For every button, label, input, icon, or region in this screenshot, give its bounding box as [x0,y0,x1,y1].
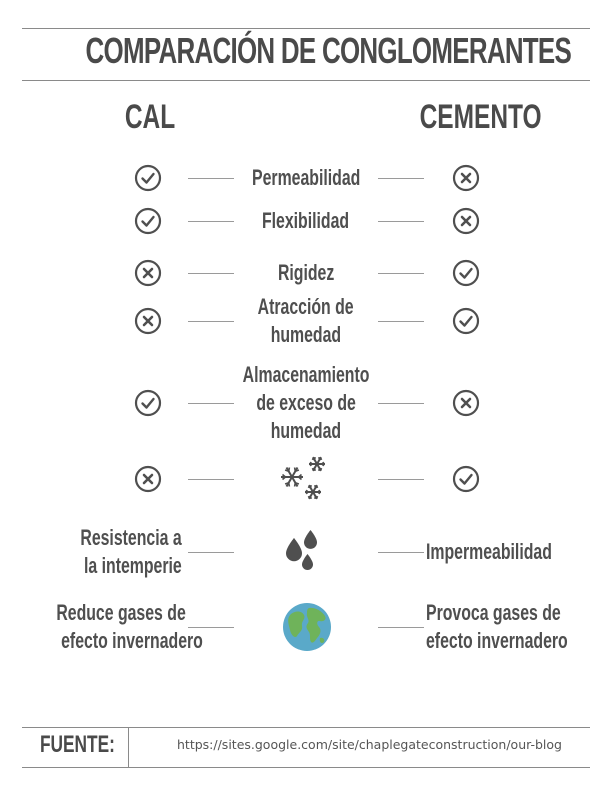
check-circle-icon [134,207,162,235]
connector-line [188,403,234,404]
criterion-label-line: Flexibilidad [262,208,350,233]
footer-bottom-rule [22,767,590,768]
footer-divider [128,727,129,767]
connector-line [188,479,234,480]
connector-line [188,273,234,274]
cal-benefit-line: Resistencia a [80,525,182,550]
connector-line [188,321,234,322]
criterion-label-line: Permeabilidad [251,165,361,190]
criterion-label-line: Atracción de [258,294,354,319]
criterion-label: Flexibilidad [206,207,406,235]
cal-benefit-line: Reduce gases de [56,600,186,625]
earth-globe-icon [283,603,331,651]
cross-circle-icon [134,465,162,493]
criterion-label-line: humedad [270,418,342,443]
column-heading-cal: CAL [124,98,176,136]
cal-benefit-line: la intemperie [84,553,182,578]
connector-line [378,321,424,322]
snowflakes-icon [281,456,325,500]
cemento-effect-line: efecto invernadero [426,628,568,653]
criterion-label: Almacenamiento de exceso de humedad [206,361,406,445]
source-link[interactable]: https://sites.google.com/site/chaplegate… [177,737,562,752]
footer-label: FUENTE: [40,731,115,758]
cemento-effect-line: Provoca gases de [426,600,561,625]
check-circle-icon [134,389,162,417]
cross-circle-icon [134,307,162,335]
cross-circle-icon [452,207,480,235]
criterion-label-line: humedad [270,322,342,347]
footer-top-rule [22,727,590,728]
connector-line [188,552,234,553]
criterion-label: Permeabilidad [206,164,406,192]
check-circle-icon [134,164,162,192]
page-title: COMPARACIÓN DE CONGLOMERANTES [85,30,572,71]
column-heading-cemento: CEMENTO [419,98,542,136]
criterion-label: Atracción de humedad [206,293,406,349]
connector-line [378,178,424,179]
connector-line [188,627,234,628]
connector-line [378,552,424,553]
check-circle-icon [452,259,480,287]
cross-circle-icon [452,164,480,192]
cal-benefit: Resistencia a la intemperie [6,524,182,580]
cemento-effect-line: Impermeabilidad [426,539,552,564]
criterion-label-line: Almacenamiento [242,362,370,387]
check-circle-icon [452,465,480,493]
connector-line [378,273,424,274]
connector-line [378,403,424,404]
title-underline [22,80,590,81]
connector-line [378,627,424,628]
criterion-label: Rigidez [206,259,406,287]
connector-line [378,479,424,480]
cross-circle-icon [134,259,162,287]
water-drops-icon [286,530,317,570]
cross-circle-icon [452,389,480,417]
criterion-label-line: Rigidez [277,260,335,285]
connector-line [188,178,234,179]
check-circle-icon [452,307,480,335]
connector-line [378,221,424,222]
cal-benefit-line: efecto invernadero [61,628,203,653]
cemento-effect: Impermeabilidad [426,538,611,566]
top-rule [22,28,590,29]
cemento-effect: Provoca gases de efecto invernadero [426,599,611,655]
criterion-label-line: de exceso de [256,390,356,415]
connector-line [188,221,234,222]
cal-benefit: Reduce gases de efecto invernadero [6,599,203,655]
